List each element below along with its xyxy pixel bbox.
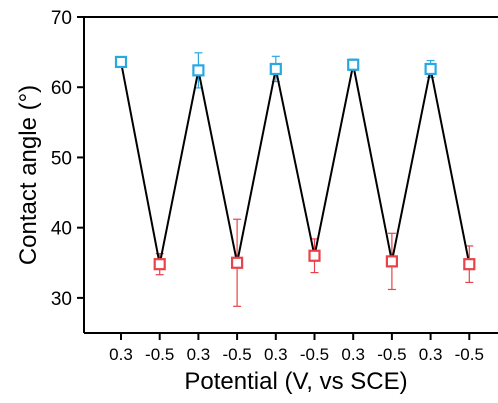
y-tick-label: 50 bbox=[51, 148, 72, 169]
y-tick-label: 70 bbox=[51, 8, 72, 29]
data-point-marker bbox=[269, 62, 282, 76]
x-tick-label: -0.5 bbox=[222, 345, 251, 364]
x-tick-label: -0.5 bbox=[377, 345, 406, 364]
series-line bbox=[120, 61, 471, 265]
data-point-marker bbox=[308, 249, 321, 262]
x-ticks: 0.3 -0.5 0.3 -0.5 0.3 -0.5 0.3 -0.5 0.3 -0.5 bbox=[109, 333, 484, 364]
x-axis-title: Potential (V, vs SCE) bbox=[184, 368, 407, 395]
x-tick-label: 0.3 bbox=[187, 345, 211, 364]
data-point-marker bbox=[347, 58, 360, 71]
data-point-marker bbox=[385, 255, 398, 268]
y-tick-label: 40 bbox=[51, 219, 72, 240]
plot-area bbox=[114, 52, 476, 307]
x-tick-label: 0.3 bbox=[419, 345, 443, 364]
data-point-marker bbox=[192, 64, 205, 77]
y-tick-label: 60 bbox=[51, 78, 72, 99]
x-tick-label: 0.3 bbox=[109, 345, 133, 364]
error-bars bbox=[117, 52, 474, 307]
data-point-marker bbox=[114, 55, 128, 69]
data-point-marker bbox=[463, 258, 476, 271]
x-tick-label: -0.5 bbox=[300, 345, 329, 364]
y-tick-label: 30 bbox=[51, 289, 72, 310]
data-point-marker bbox=[153, 258, 166, 271]
x-tick-label: 0.3 bbox=[264, 345, 288, 364]
data-point-marker bbox=[424, 62, 437, 76]
x-tick-label: -0.5 bbox=[455, 345, 484, 364]
data-markers bbox=[114, 55, 476, 271]
y-axis-title: Contact angle (°) bbox=[15, 85, 42, 265]
data-point-marker bbox=[231, 256, 244, 269]
x-tick-label: -0.5 bbox=[145, 345, 174, 364]
y-ticks: 30 40 50 60 70 bbox=[51, 8, 84, 310]
x-tick-label: 0.3 bbox=[341, 345, 365, 364]
